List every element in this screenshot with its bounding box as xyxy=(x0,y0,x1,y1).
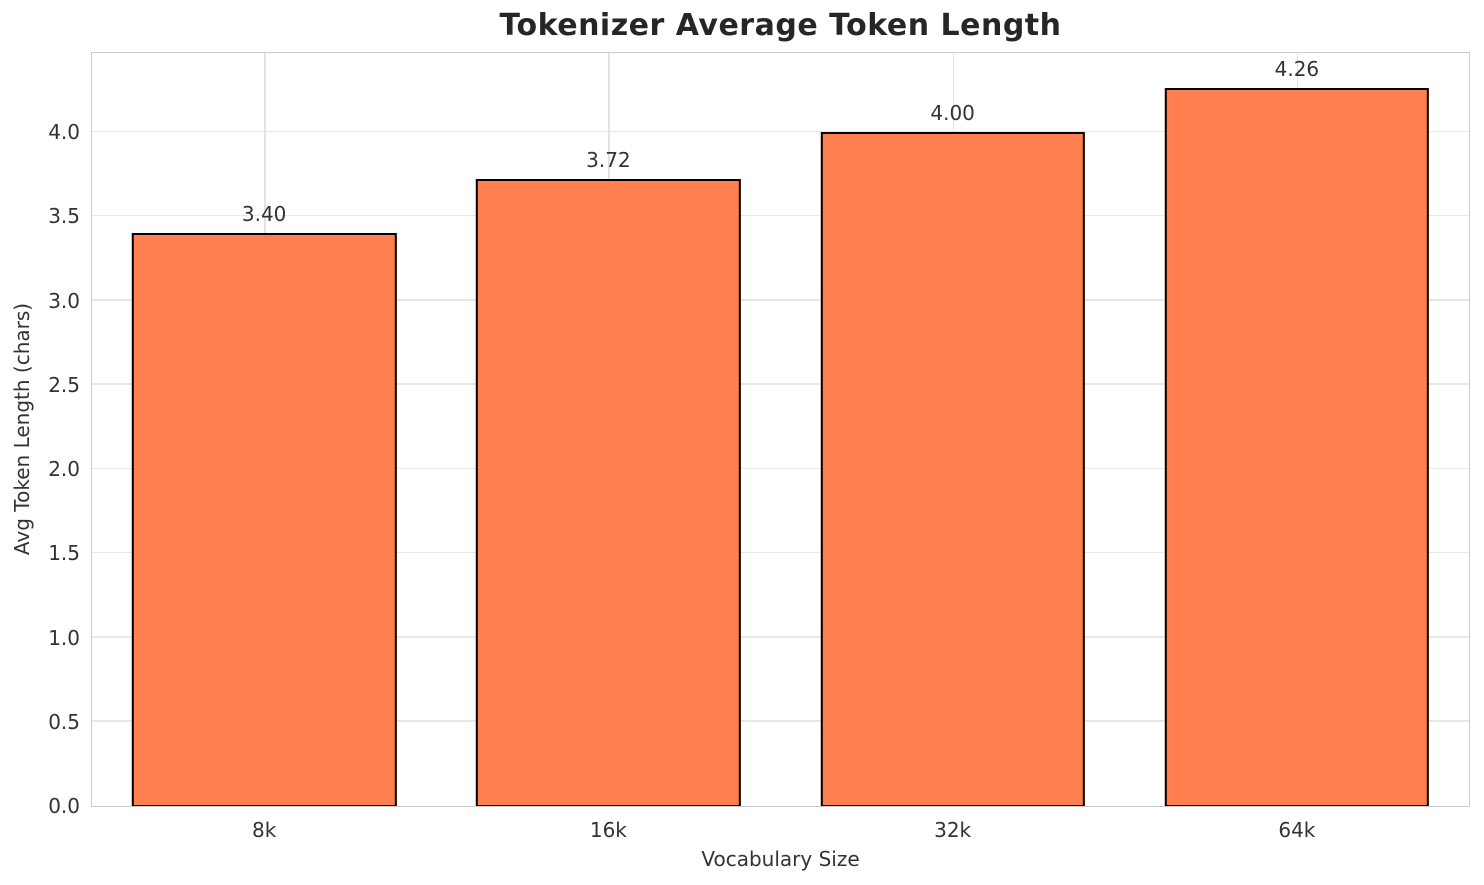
bar-value-label: 4.00 xyxy=(930,101,975,126)
y-gridline xyxy=(92,551,1469,554)
y-tick-label: 0.0 xyxy=(48,794,80,818)
bar-16k xyxy=(476,179,741,806)
y-tick-label: 1.5 xyxy=(48,541,80,566)
bar-64k xyxy=(1164,88,1430,806)
y-axis-label: Avg Token Length (chars) xyxy=(10,302,34,556)
y-tick-label: 2.0 xyxy=(48,457,80,482)
x-tick-label-8k: 8k xyxy=(251,818,277,842)
x-tick-label-32k: 32k xyxy=(934,818,972,842)
bar-value-label: 3.72 xyxy=(586,148,631,173)
x-axis-label: Vocabulary Size xyxy=(701,847,860,871)
y-tick-label: 1.0 xyxy=(48,625,80,650)
y-gridline xyxy=(92,383,1469,385)
y-tick-label: 4.0 xyxy=(48,120,80,145)
bar-value-label: 4.26 xyxy=(1274,57,1320,82)
bar-8k xyxy=(131,233,397,806)
x-tick-label-16k: 16k xyxy=(589,818,627,842)
bar-value-label: 3.40 xyxy=(241,202,287,227)
y-tick-label: 2.5 xyxy=(48,372,80,397)
bar-32k xyxy=(820,132,1085,806)
y-gridline xyxy=(92,299,1469,301)
y-tick-label: 3.0 xyxy=(48,288,80,313)
y-gridline xyxy=(92,214,1469,217)
y-tick-label: 0.5 xyxy=(48,709,80,734)
plot-area: 0.0 0.5 1.0 1.5 2.0 2.5 3.0 3.5 4.0 3.40 8k 3.72 16k… xyxy=(48,52,1470,842)
chart-title: Tokenizer Average Token Length xyxy=(499,8,1062,43)
y-gridline xyxy=(92,467,1469,470)
y-gridline xyxy=(92,130,1469,133)
x-tick-label-64k: 64k xyxy=(1278,818,1316,842)
y-tick-label: 3.5 xyxy=(48,204,80,229)
y-gridline xyxy=(92,636,1469,638)
y-gridline xyxy=(92,720,1469,722)
